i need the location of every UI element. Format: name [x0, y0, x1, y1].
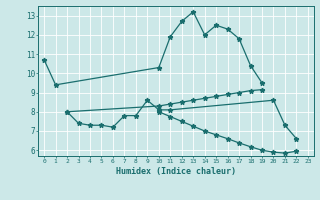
X-axis label: Humidex (Indice chaleur): Humidex (Indice chaleur): [116, 167, 236, 176]
